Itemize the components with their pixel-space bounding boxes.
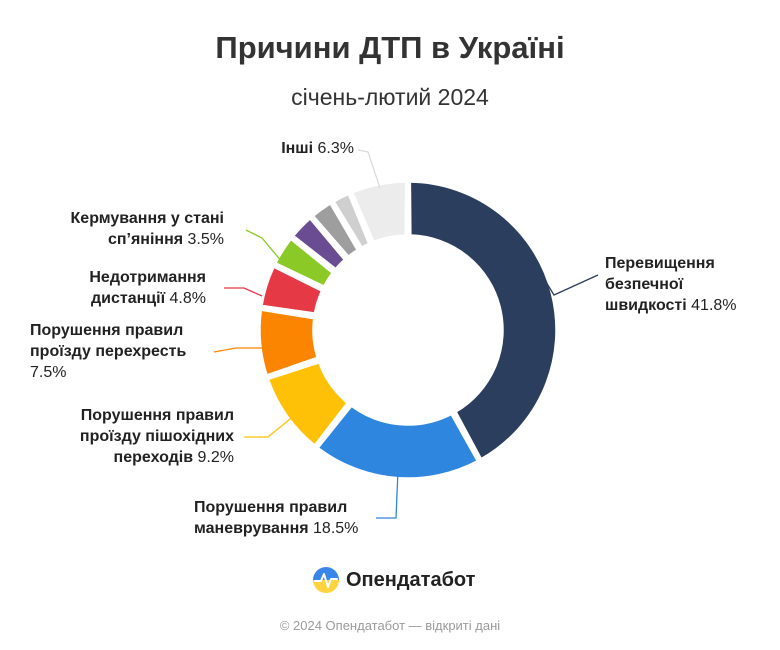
label-pedestrian-crossings: Порушення правил проїзду пішохідних перехо… <box>80 405 234 468</box>
slice-value-label: 4.8% <box>169 290 206 307</box>
slice-small-purple[interactable] <box>293 218 345 270</box>
slice-small-gray[interactable] <box>312 203 358 257</box>
chart-subtitle: січень-лютий 2024 <box>291 84 489 110</box>
label-line: переходів <box>113 449 194 466</box>
leader-line-distance <box>224 287 263 297</box>
slice-pedestrian-crossings[interactable] <box>267 362 348 446</box>
label-line: Порушення правил <box>80 407 234 424</box>
label-speeding: Перевищення безпечної швидкості 41.8% <box>605 253 737 316</box>
slice-maneuvering[interactable] <box>317 405 478 479</box>
label-intersections: Порушення правил проїзду перехресть 7.5% <box>30 320 186 383</box>
label-distance: Недотримання дистанції 4.8% <box>89 267 206 309</box>
chart-title: Причини ДТП в Україні <box>215 30 565 65</box>
label-line: Інші <box>281 140 314 157</box>
brand-name: Опендатабот <box>346 568 476 591</box>
slice-value-label: 41.8% <box>691 297 737 314</box>
label-line: швидкості <box>605 297 687 314</box>
label-other: Інші 6.3% <box>281 138 354 159</box>
slice-other[interactable] <box>352 181 407 243</box>
slice-value-label: 3.5% <box>187 231 224 248</box>
label-line: дистанції <box>91 290 166 307</box>
label-line: безпечної <box>605 276 684 293</box>
slice-value-label: 7.5% <box>30 364 67 381</box>
label-drunk-driving: Кермування у стані сп’яніння 3.5% <box>71 208 224 250</box>
slice-distance[interactable] <box>261 266 323 314</box>
leader-line-maneuvering <box>376 469 399 519</box>
brand-logo[interactable]: Опендатабот <box>312 565 475 595</box>
label-maneuvering: Порушення правил маневрування 18.5% <box>194 497 358 539</box>
opendatabot-logo-icon <box>313 567 339 593</box>
slice-small-lightgray[interactable] <box>333 193 370 248</box>
slice-drunk-driving[interactable] <box>275 238 333 287</box>
leader-line-speeding <box>529 255 599 296</box>
label-line: Порушення правил <box>194 499 348 516</box>
label-line: Порушення правил <box>30 322 184 339</box>
leader-line-pedestrian-crossings <box>244 414 296 438</box>
label-line: проїзду пішохідних <box>79 428 234 445</box>
label-line: проїзду перехресть <box>30 343 187 360</box>
label-line: маневрування <box>194 520 309 537</box>
slice-value-label: 18.5% <box>313 520 359 537</box>
leader-line-other <box>357 149 381 189</box>
slice-speeding[interactable] <box>409 181 557 460</box>
leader-line-drunk-driving <box>245 229 283 263</box>
footer-copyright: © 2024 Опендатабот — відкриті дані <box>279 618 501 633</box>
label-line: Кермування у стані <box>70 210 224 227</box>
label-line: Перевищення <box>605 255 715 272</box>
slice-value-label: 6.3% <box>317 140 354 157</box>
slice-value-label: 9.2% <box>197 449 234 466</box>
slice-intersections[interactable] <box>259 309 318 376</box>
label-line: Недотримання <box>89 269 206 286</box>
label-line: сп’яніння <box>107 231 184 248</box>
leader-line-intersections <box>213 347 262 353</box>
